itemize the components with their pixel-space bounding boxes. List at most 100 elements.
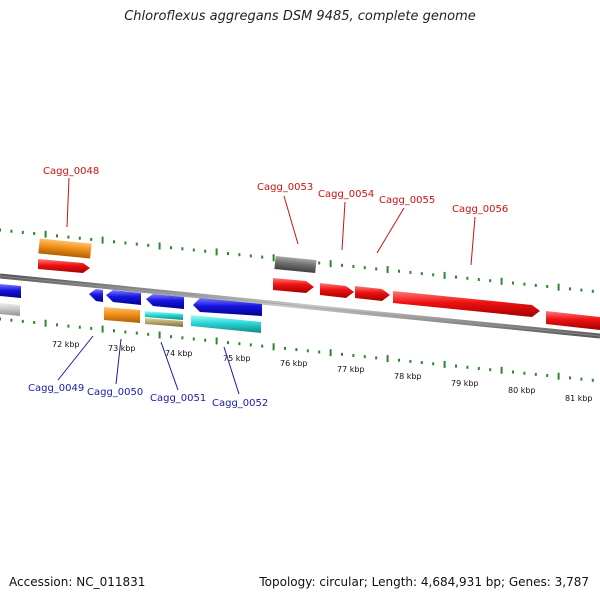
- gene-arrow-cagg-0057[interactable]: [546, 311, 600, 330]
- minor-tick: [352, 265, 355, 268]
- minor-tick: [67, 235, 70, 239]
- kbp-label: 72 kbp: [52, 340, 80, 349]
- minor-tick: [33, 232, 36, 235]
- major-tick: [158, 242, 161, 250]
- minor-tick: [477, 278, 480, 281]
- gene-arrow-left-edge[interactable]: [0, 284, 21, 298]
- gene-label-cagg-0049[interactable]: Cagg_0049: [28, 383, 84, 394]
- minor-tick: [135, 331, 138, 335]
- gene-arrow-cagg-0051[interactable]: [146, 294, 184, 309]
- gray-feature-0053[interactable]: [274, 256, 317, 274]
- forward-strand-features: [38, 238, 600, 330]
- minor-tick: [0, 228, 1, 232]
- major-tick: [386, 266, 389, 274]
- gene-label-cagg-0050[interactable]: Cagg_0050: [87, 387, 143, 398]
- minor-tick: [113, 240, 115, 244]
- minor-tick: [249, 254, 252, 258]
- major-tick: [443, 360, 446, 368]
- minor-tick: [409, 359, 412, 363]
- gene-label-cagg-0053[interactable]: Cagg_0053: [257, 182, 313, 193]
- minor-tick: [56, 234, 58, 238]
- minor-tick: [341, 263, 343, 267]
- gene-arrow-cagg-0054[interactable]: [320, 283, 354, 298]
- major-tick: [500, 366, 503, 374]
- gene-arrow-cagg-0048[interactable]: [38, 259, 90, 273]
- minor-tick: [90, 326, 93, 330]
- leader-line: [341, 201, 346, 251]
- major-tick: [557, 283, 560, 291]
- gene-arrow-cagg-0055[interactable]: [355, 286, 390, 301]
- minor-tick: [295, 348, 298, 352]
- minor-tick: [512, 370, 514, 374]
- minor-tick: [204, 338, 207, 342]
- gene-label-cagg-0048[interactable]: Cagg_0048: [43, 166, 99, 177]
- orange-feature-0050[interactable]: [104, 307, 140, 323]
- kbp-label: 76 kbp: [280, 359, 308, 368]
- minor-tick: [261, 255, 264, 259]
- gene-label-cagg-0054[interactable]: Cagg_0054: [318, 189, 374, 200]
- leader-line: [66, 177, 70, 228]
- minor-tick: [375, 356, 378, 360]
- gene-label-cagg-0056[interactable]: Cagg_0056: [452, 204, 508, 215]
- leader-line: [57, 335, 94, 381]
- gene-arrow-cagg-0050[interactable]: [106, 290, 141, 305]
- map-title: Chloroflexus aggregans DSM 9485, complet…: [124, 9, 476, 24]
- cyan-feature-0051[interactable]: [145, 311, 183, 320]
- major-tick: [158, 331, 161, 339]
- minor-tick: [124, 241, 127, 245]
- minor-tick: [398, 358, 400, 362]
- leader-line: [223, 346, 240, 395]
- leader-line: [115, 338, 122, 385]
- minor-tick: [135, 242, 138, 246]
- reverse-strand-features: [0, 284, 262, 333]
- gene-arrow-cagg-0056[interactable]: [393, 291, 540, 317]
- khaki-feature-0051[interactable]: [145, 318, 183, 327]
- minor-tick: [10, 229, 13, 233]
- minor-tick: [569, 376, 571, 380]
- minor-tick: [181, 336, 184, 340]
- gene-label-cagg-0051[interactable]: Cagg_0051: [150, 393, 206, 404]
- major-tick: [329, 260, 332, 268]
- minor-tick: [67, 324, 70, 328]
- minor-tick: [352, 354, 355, 357]
- major-tick: [272, 254, 275, 262]
- minor-tick: [113, 329, 115, 333]
- minor-tick: [546, 374, 549, 377]
- minor-tick: [147, 332, 150, 336]
- minor-tick: [523, 371, 526, 375]
- minor-tick: [591, 378, 594, 382]
- major-tick: [215, 248, 218, 256]
- major-tick: [557, 372, 560, 380]
- minor-tick: [477, 367, 480, 370]
- gene-arrow-cagg-0049[interactable]: [89, 289, 103, 302]
- cyan-feature-0052[interactable]: [191, 315, 261, 333]
- leader-line: [376, 207, 405, 254]
- gray-feature-left-edge[interactable]: [0, 303, 20, 316]
- tick-row-bottom: [0, 317, 594, 382]
- kbp-label: 80 kbp: [508, 386, 536, 395]
- kbp-label: 74 kbp: [165, 349, 193, 358]
- orange-feature-0048[interactable]: [38, 238, 92, 259]
- gene-label-cagg-0052[interactable]: Cagg_0052: [212, 398, 268, 409]
- minor-tick: [546, 285, 549, 288]
- minor-tick: [192, 337, 195, 341]
- minor-tick: [21, 230, 24, 234]
- minor-tick: [591, 289, 594, 293]
- major-tick: [101, 236, 104, 244]
- minor-tick: [420, 272, 423, 276]
- minor-tick: [170, 335, 172, 339]
- leader-line: [470, 216, 476, 266]
- minor-tick: [432, 362, 435, 366]
- minor-tick: [318, 261, 321, 265]
- minor-tick: [227, 252, 229, 256]
- minor-tick: [124, 330, 127, 334]
- minor-tick: [10, 318, 13, 322]
- gene-arrow-cagg-0052[interactable]: [193, 298, 262, 316]
- minor-tick: [420, 361, 423, 365]
- gene-arrow-cagg-0053[interactable]: [273, 278, 314, 293]
- minor-tick: [238, 253, 241, 257]
- topology-text: Topology: circular; Length: 4,684,931 bp…: [259, 575, 589, 589]
- minor-tick: [249, 343, 252, 347]
- minor-tick: [33, 321, 36, 324]
- gene-label-cagg-0055[interactable]: Cagg_0055: [379, 195, 435, 206]
